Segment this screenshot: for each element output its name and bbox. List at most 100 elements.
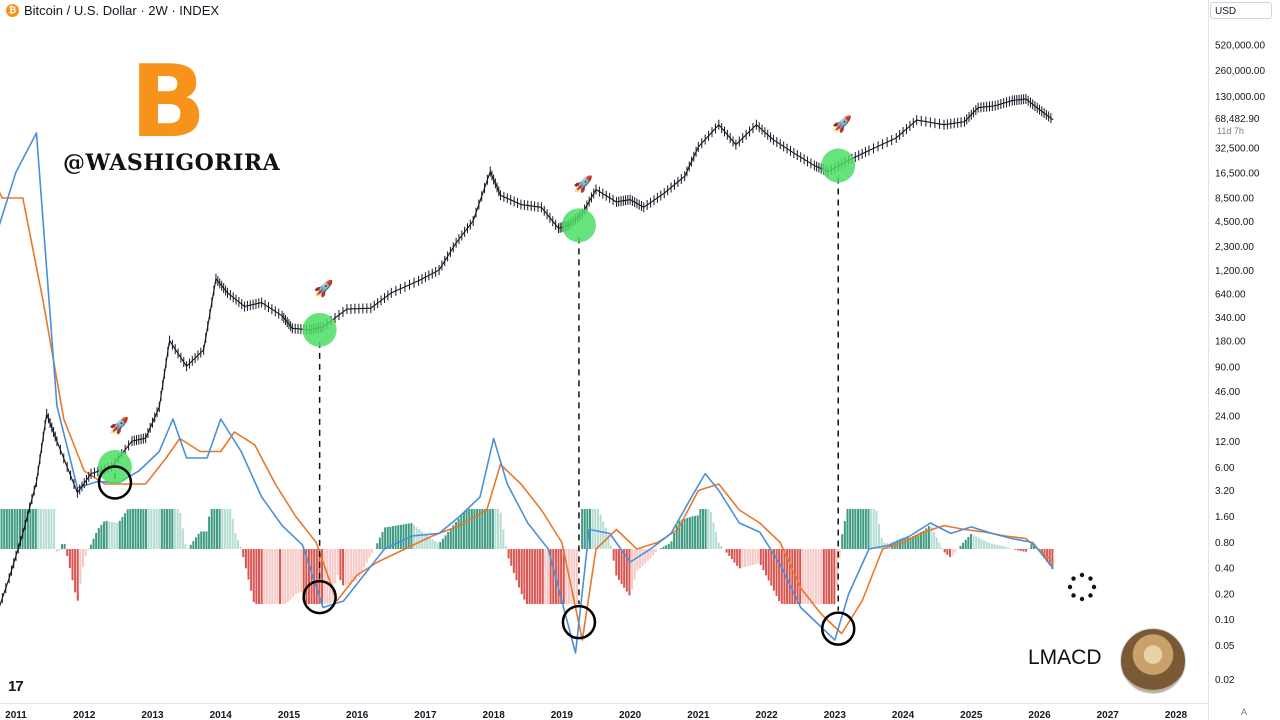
histogram-bar: [300, 549, 303, 593]
histogram-bar: [265, 549, 268, 604]
histogram-bar: [431, 539, 434, 549]
currency-selector[interactable]: USD: [1210, 2, 1272, 19]
indicator-label: LMACD: [1028, 646, 1102, 669]
histogram-bar: [814, 549, 817, 604]
histogram-bar: [497, 509, 500, 549]
histogram-bar: [434, 541, 437, 549]
histogram-bar: [415, 526, 418, 549]
histogram-bar: [66, 549, 69, 557]
histogram-bar: [242, 549, 245, 558]
histogram-bar: [307, 549, 310, 604]
price-axis-divider: [1208, 0, 1209, 720]
histogram-bar: [709, 512, 712, 549]
histogram-bar: [68, 549, 71, 569]
histogram-bar: [378, 537, 381, 549]
histogram-bar: [118, 520, 121, 549]
histogram-bar: [92, 538, 95, 549]
histogram-bar: [116, 522, 119, 549]
histogram-bar: [804, 549, 807, 604]
histogram-bar: [546, 549, 549, 604]
histogram-bar: [210, 509, 213, 549]
histogram-bar: [701, 509, 704, 549]
histogram-bar: [943, 549, 946, 553]
histogram-bar: [247, 549, 250, 580]
histogram-bar: [218, 509, 221, 549]
histogram-bar: [990, 543, 993, 549]
histogram-bar: [586, 509, 589, 549]
auto-scale-button[interactable]: A: [1241, 707, 1248, 717]
histogram-bar: [184, 543, 187, 549]
histogram-bar: [447, 531, 450, 549]
histogram-bar: [744, 549, 747, 567]
histogram-bar: [237, 539, 240, 549]
histogram-bar: [878, 524, 881, 549]
histogram-bar: [53, 509, 56, 549]
histogram-bar: [55, 549, 58, 552]
histogram-bar: [344, 549, 347, 586]
histogram-bar: [691, 516, 694, 549]
histogram-bar: [462, 512, 465, 549]
countdown-label: 11d 7h: [1217, 126, 1244, 136]
histogram-bar: [904, 537, 907, 549]
histogram-bar: [1019, 549, 1022, 551]
histogram-bar: [47, 509, 50, 549]
histogram-bar: [173, 509, 176, 549]
histogram-bar: [187, 548, 190, 549]
histogram-bar: [321, 549, 324, 604]
histogram-bar: [998, 545, 1001, 549]
tradingview-logo-icon[interactable]: 17: [8, 678, 24, 695]
time-tick-label: 2023: [824, 710, 847, 720]
price-tick-label: 180.00: [1215, 337, 1246, 348]
histogram-bar: [347, 549, 350, 585]
histogram-bar: [644, 549, 647, 564]
histogram-bar: [835, 549, 838, 587]
histogram-bar: [310, 549, 313, 604]
histogram-bar: [917, 533, 920, 549]
histogram-bar: [1017, 549, 1020, 551]
histogram-bar: [738, 549, 741, 569]
crossover-circle: [820, 611, 856, 646]
histogram-bar: [3, 509, 6, 549]
price-tick-label: 6.00: [1215, 463, 1235, 474]
histogram-bar: [226, 509, 229, 549]
histogram-bar: [927, 525, 930, 549]
loading-dots-icon: [1091, 584, 1097, 590]
histogram-bar: [18, 509, 21, 549]
bitcoin-coin-icon: ₿: [6, 4, 19, 17]
histogram-bar: [370, 549, 373, 553]
histogram-bar: [673, 533, 676, 549]
histogram-bar: [633, 549, 636, 580]
histogram-bar: [428, 537, 431, 549]
macd-line: [0, 132, 1054, 654]
price-tick-label: 1,200.00: [1215, 266, 1254, 277]
histogram-bar: [399, 524, 402, 549]
histogram-bar: [933, 532, 936, 549]
histogram-bar: [234, 532, 237, 549]
chart-title[interactable]: Bitcoin / U.S. Dollar · 2W · INDEX: [24, 3, 220, 18]
histogram-bar: [791, 549, 794, 604]
histogram-bar: [975, 536, 978, 549]
histogram-bar: [996, 544, 999, 549]
histogram-bar: [801, 549, 804, 604]
histogram-bar: [581, 509, 584, 549]
histogram-bar: [297, 549, 300, 594]
histogram-bar: [872, 509, 875, 549]
histogram-bar: [552, 549, 555, 604]
price-tick-label: 90.00: [1215, 362, 1240, 373]
price-tick-label: 8,500.00: [1215, 193, 1254, 204]
histogram-bar: [833, 549, 836, 604]
histogram-bar: [631, 549, 634, 590]
histogram-bar: [58, 549, 61, 551]
histogram-bar: [352, 549, 355, 582]
histogram-bar: [638, 549, 641, 569]
histogram-bar: [520, 549, 523, 595]
histogram-bar: [980, 539, 983, 549]
histogram-bar: [145, 509, 148, 549]
histogram-bar: [152, 509, 155, 549]
price-tick-label: 4,500.00: [1215, 217, 1254, 228]
histogram-bar: [381, 531, 384, 549]
histogram-bar: [549, 549, 552, 604]
histogram-bar: [444, 535, 447, 549]
histogram-bar: [1051, 549, 1054, 570]
